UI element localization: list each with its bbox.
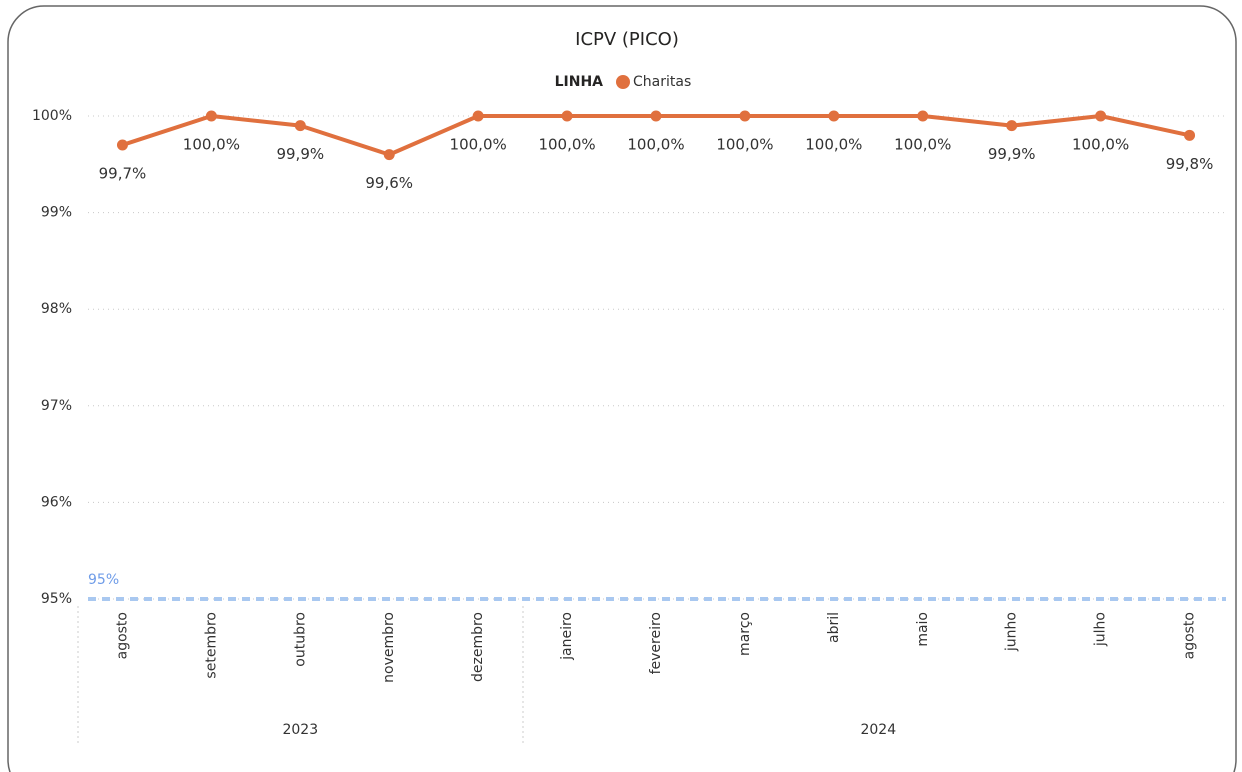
data-label: 100,0% [183, 136, 240, 154]
x-tick-label: março [737, 612, 753, 656]
x-tick-label: agosto [1182, 612, 1198, 659]
data-label: 99,8% [1166, 155, 1214, 173]
legend-label: Charitas [633, 74, 691, 90]
data-label: 100,0% [450, 136, 507, 154]
data-point [917, 110, 929, 122]
legend-title: LINHA [555, 74, 604, 90]
x-group-label: 2024 [860, 722, 896, 738]
x-tick-label: janeiro [559, 612, 575, 661]
y-tick-label: 96% [41, 494, 72, 510]
data-point [1095, 110, 1107, 122]
x-group-label: 2023 [282, 722, 318, 738]
data-label: 100,0% [716, 136, 773, 154]
data-point [116, 139, 128, 151]
data-point [1184, 129, 1196, 141]
data-label: 100,0% [805, 136, 862, 154]
x-tick-label: dezembro [470, 612, 486, 682]
legend-marker [616, 75, 630, 89]
data-point [294, 120, 306, 132]
y-tick-label: 97% [41, 398, 72, 414]
y-tick-label: 98% [41, 301, 72, 317]
y-tick-label: 95% [41, 591, 72, 607]
x-tick-label: novembro [381, 612, 397, 683]
data-label: 99,9% [276, 145, 324, 163]
data-point [739, 110, 751, 122]
data-point [1006, 120, 1018, 132]
data-point [383, 149, 395, 161]
chart-title: ICPV (PICO) [575, 29, 679, 50]
x-tick-label: julho [1093, 612, 1109, 647]
data-point [205, 110, 217, 122]
x-tick-label: abril [826, 612, 842, 643]
y-tick-label: 100% [32, 108, 72, 124]
card-border [7, 5, 1237, 772]
data-label: 99,9% [988, 145, 1036, 163]
x-tick-label: junho [1004, 612, 1020, 652]
data-label: 99,6% [365, 174, 413, 192]
data-label: 100,0% [627, 136, 684, 154]
x-tick-label: maio [915, 612, 931, 647]
data-label: 99,7% [99, 164, 147, 182]
data-point [561, 110, 573, 122]
data-point [828, 110, 840, 122]
data-point [650, 110, 662, 122]
data-label: 100,0% [538, 136, 595, 154]
x-tick-label: outubro [292, 612, 308, 667]
x-tick-label: setembro [203, 612, 219, 679]
y-tick-label: 99% [41, 205, 72, 221]
data-label: 100,0% [1072, 136, 1129, 154]
data-point [472, 110, 484, 122]
reference-label: 95% [88, 572, 119, 588]
data-label: 100,0% [894, 136, 951, 154]
x-tick-label: fevereiro [648, 612, 664, 674]
x-tick-label: agosto [114, 612, 130, 659]
